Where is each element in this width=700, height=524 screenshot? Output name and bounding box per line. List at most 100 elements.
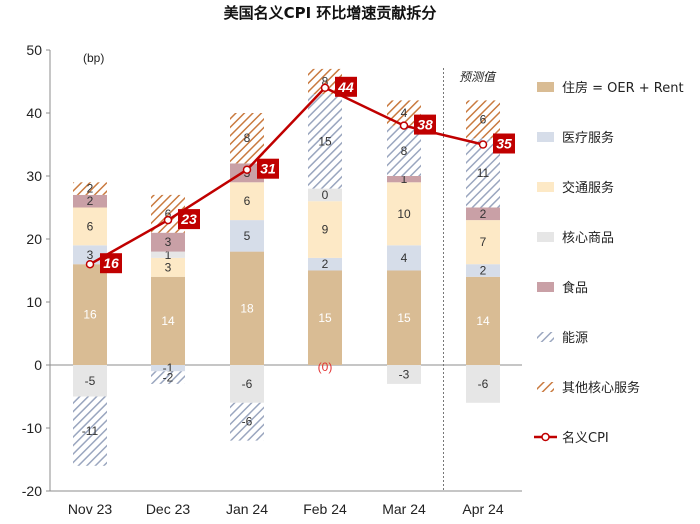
bar-segment-label: 15 xyxy=(318,311,332,325)
bar-segment xyxy=(151,232,185,252)
y-tick-label: 10 xyxy=(26,294,42,310)
x-tick-label: Mar 24 xyxy=(382,501,426,517)
cpi-label: 16 xyxy=(103,255,119,271)
bar-segment-label: 14 xyxy=(476,314,490,328)
legend-label: 住房 = OER + Rent xyxy=(562,80,684,96)
legend-swatch xyxy=(537,132,554,142)
bar-segment-label: -6 xyxy=(242,415,253,429)
y-tick-label: 30 xyxy=(26,168,42,184)
bar-segment-label: 1 xyxy=(165,248,172,262)
y-tick-label: 0 xyxy=(34,357,42,373)
cpi-label-box xyxy=(100,253,122,274)
bar-segment-label: 15 xyxy=(397,311,411,325)
bar-segment xyxy=(73,264,107,365)
y-tick-label: 50 xyxy=(26,42,42,58)
cpi-point xyxy=(478,140,488,149)
bar-segment xyxy=(308,188,342,202)
cpi-line xyxy=(89,86,484,266)
cpi-label: 35 xyxy=(496,136,512,152)
legend-label: 其他核心服务 xyxy=(562,380,640,396)
bar-segment xyxy=(151,371,185,384)
legend-swatch xyxy=(537,332,554,342)
bar-segment xyxy=(230,113,264,164)
bar-segment-label: -6 xyxy=(478,377,489,391)
cpi-label: 44 xyxy=(337,79,354,95)
bar-segment-label: 2 xyxy=(480,207,487,221)
legend-swatch xyxy=(537,282,554,292)
bar-segment-label: 2 xyxy=(87,182,94,196)
bar-segment-label: 4 xyxy=(401,251,408,265)
bar-segment xyxy=(466,207,500,221)
bar-segment-label: 11 xyxy=(477,166,490,180)
cpi-label: 23 xyxy=(180,211,197,227)
bar-segment xyxy=(73,207,107,246)
y-tick-label: -20 xyxy=(22,483,42,499)
bar-segment xyxy=(387,176,421,183)
bar-segment xyxy=(151,365,185,372)
bar-segment xyxy=(151,276,185,365)
y-tick-label: -10 xyxy=(22,420,42,436)
x-tick-label: Nov 23 xyxy=(68,501,113,517)
bar-segment-label: 15 xyxy=(318,134,332,148)
legend-line-marker xyxy=(541,432,550,442)
bar-segment xyxy=(308,270,342,365)
bar-segment-label: 8 xyxy=(401,144,408,158)
bar-segment-label: 7 xyxy=(480,235,487,249)
bar-segment-label: -11 xyxy=(82,424,99,438)
bar-segment xyxy=(230,402,264,441)
cpi-point xyxy=(85,259,95,269)
bar-segment xyxy=(230,182,264,221)
legend-label: 名义CPI xyxy=(562,430,609,446)
legend-swatch xyxy=(537,382,554,392)
legend-label: 核心商品 xyxy=(562,231,614,246)
chart-title: 美国名义CPI 环比增速贡献拆分 xyxy=(224,4,437,22)
bar-segment-label: 6 xyxy=(244,194,251,208)
legend-swatch xyxy=(537,232,554,242)
bar-segment-label: -5 xyxy=(85,374,96,388)
bar-segment xyxy=(73,182,107,195)
bar-segment xyxy=(466,100,500,139)
bar-segment xyxy=(387,365,421,384)
bar-segment-label: 14 xyxy=(161,314,175,328)
bar-segment xyxy=(387,270,421,365)
bar-segment-label: 0 xyxy=(322,188,329,202)
bar-segment-label: 6 xyxy=(480,112,487,126)
x-tick-label: Dec 23 xyxy=(146,501,191,517)
x-tick-label: Feb 24 xyxy=(303,501,347,517)
forecast-label: 预测值 xyxy=(459,70,497,84)
bar-segment-label: 5 xyxy=(244,229,251,243)
bar-segment-label: 9 xyxy=(322,223,329,237)
cpi-label-box xyxy=(335,76,357,97)
bar-segment xyxy=(73,194,107,208)
bar-segment-label: 16 xyxy=(83,308,97,322)
bar-segment xyxy=(151,257,185,277)
bar-segment-label: -6 xyxy=(242,377,253,391)
cpi-point xyxy=(320,83,330,93)
cpi-label: 38 xyxy=(417,117,433,133)
bar-segment xyxy=(308,257,342,271)
bar-segment-label: 8 xyxy=(244,131,251,145)
bar-segment xyxy=(308,201,342,258)
bar-segment-label: -1 xyxy=(163,361,174,375)
bar-segment-label: 3 xyxy=(165,260,172,274)
cpi-point xyxy=(399,121,409,130)
bar-segment-label: -3 xyxy=(399,367,410,381)
x-tick-label: Apr 24 xyxy=(462,501,503,517)
bar-segment xyxy=(466,276,500,365)
bar-segment-label: 10 xyxy=(397,207,411,221)
bar-segment-label: 6 xyxy=(165,207,172,221)
bar-segment-label: 6 xyxy=(87,219,94,233)
bar-segment-label: 4 xyxy=(401,106,408,120)
legend-swatch xyxy=(537,82,554,92)
unit-label: (bp) xyxy=(83,51,104,65)
bar-segment xyxy=(466,264,500,277)
bar-segment xyxy=(230,365,264,403)
legend-label: 交通服务 xyxy=(562,180,614,196)
legend-swatch xyxy=(537,182,554,192)
bar-segment-label: 2 xyxy=(322,257,329,271)
legend-label: 食品 xyxy=(562,280,588,296)
bar-segment xyxy=(151,251,185,258)
cpi-point xyxy=(242,165,252,174)
y-tick-label: 20 xyxy=(26,231,42,247)
